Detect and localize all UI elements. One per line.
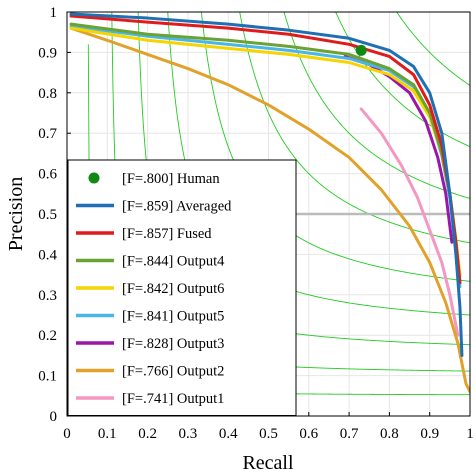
y-tick-label: 0.8 [38, 86, 57, 102]
legend-entry: [F=.842] Output6 [122, 281, 224, 297]
legend-entry: [F=.841] Output5 [122, 309, 224, 325]
series-line [359, 107, 460, 337]
legend-entry: [F=.844] Output4 [122, 254, 225, 270]
legend-entry: [F=.859] Averaged [122, 199, 232, 215]
x-tick-label: 0.1 [98, 426, 117, 442]
y-tick-label: 0.3 [38, 288, 57, 304]
legend-entry: [F=.741] Output1 [122, 391, 224, 407]
x-tick-label: 0.7 [340, 426, 359, 442]
x-tick-label: 0.9 [420, 426, 439, 442]
legend-entry: [F=.857] Fused [122, 226, 212, 242]
x-tick-label: 0.2 [138, 426, 157, 442]
y-tick-label: 0.2 [38, 328, 57, 344]
legend-entry: [F=.828] Output3 [122, 336, 224, 352]
x-tick-label: 0.5 [259, 426, 278, 442]
y-tick-label: 0.9 [38, 45, 57, 61]
y-tick-label: 0.1 [38, 369, 57, 385]
x-tick-label: 0.3 [179, 426, 198, 442]
legend-marker-point [88, 172, 100, 184]
legend: [F=.800] Human [F=.859] Averaged [F=.857] … [67, 159, 297, 416]
y-axis-label: Precision [5, 177, 27, 251]
legend-entry: [F=.766] Output2 [122, 364, 224, 380]
x-tick-label: 0.8 [380, 426, 399, 442]
y-tick-label: 0.6 [38, 167, 57, 183]
x-tick-label: 0.6 [299, 426, 318, 442]
x-tick-label: 0.4 [219, 426, 238, 442]
axis-ticks: 0 0.1 0.2 0.3 0.4 0.5 0.6 0.7 0.8 0.9 1 0 0.1 0.2 0.3 0… [38, 5, 474, 442]
y-tick-label: 0 [50, 409, 58, 425]
human-point [355, 44, 367, 56]
series-line [69, 26, 470, 394]
y-tick-label: 1 [50, 5, 58, 21]
y-tick-label: 0.7 [38, 126, 57, 142]
x-tick-label: 0 [63, 426, 71, 442]
human-points [355, 44, 367, 56]
y-tick-label: 0.4 [38, 247, 57, 263]
legend-entry: [F=.800] Human [122, 171, 220, 187]
y-tick-label: 0.5 [38, 207, 57, 223]
x-tick-label: 1 [466, 426, 474, 442]
series-lines [69, 12, 470, 394]
x-axis-label: Recall [242, 452, 294, 474]
series-line [69, 12, 464, 357]
iso-f-curve [239, 12, 470, 244]
iso-f-curve [396, 12, 470, 86]
